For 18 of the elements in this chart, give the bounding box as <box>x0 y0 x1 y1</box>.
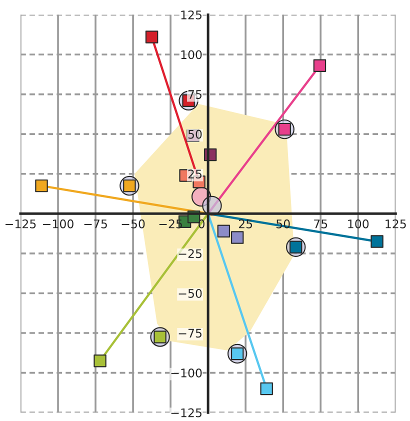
x-tick-label: 75 <box>314 220 328 228</box>
y-tick-label: −100 <box>171 368 202 378</box>
y-tick-label: −75 <box>178 328 202 338</box>
x-tick-label: −75 <box>84 220 107 228</box>
x-tick-label: 25 <box>238 219 252 228</box>
y-tick-label: 75 <box>188 90 202 99</box>
y-tick-label: −25 <box>178 249 202 258</box>
y-tick-label: −125 <box>171 408 202 418</box>
x-tick-label: 125 <box>386 219 406 228</box>
x-tick-label: −100 <box>43 219 74 228</box>
x-tick-label: −125 <box>6 219 36 228</box>
y-tick-label: −50 <box>178 288 202 298</box>
x-tick-label: −50 <box>122 219 145 228</box>
x-tick-label: 100 <box>348 219 369 228</box>
y-tick-label: 100 <box>181 50 202 60</box>
y-tick-label: 50 <box>188 130 202 139</box>
y-tick-label: 25 <box>188 170 202 179</box>
y-tick-label: 125 <box>181 10 202 20</box>
